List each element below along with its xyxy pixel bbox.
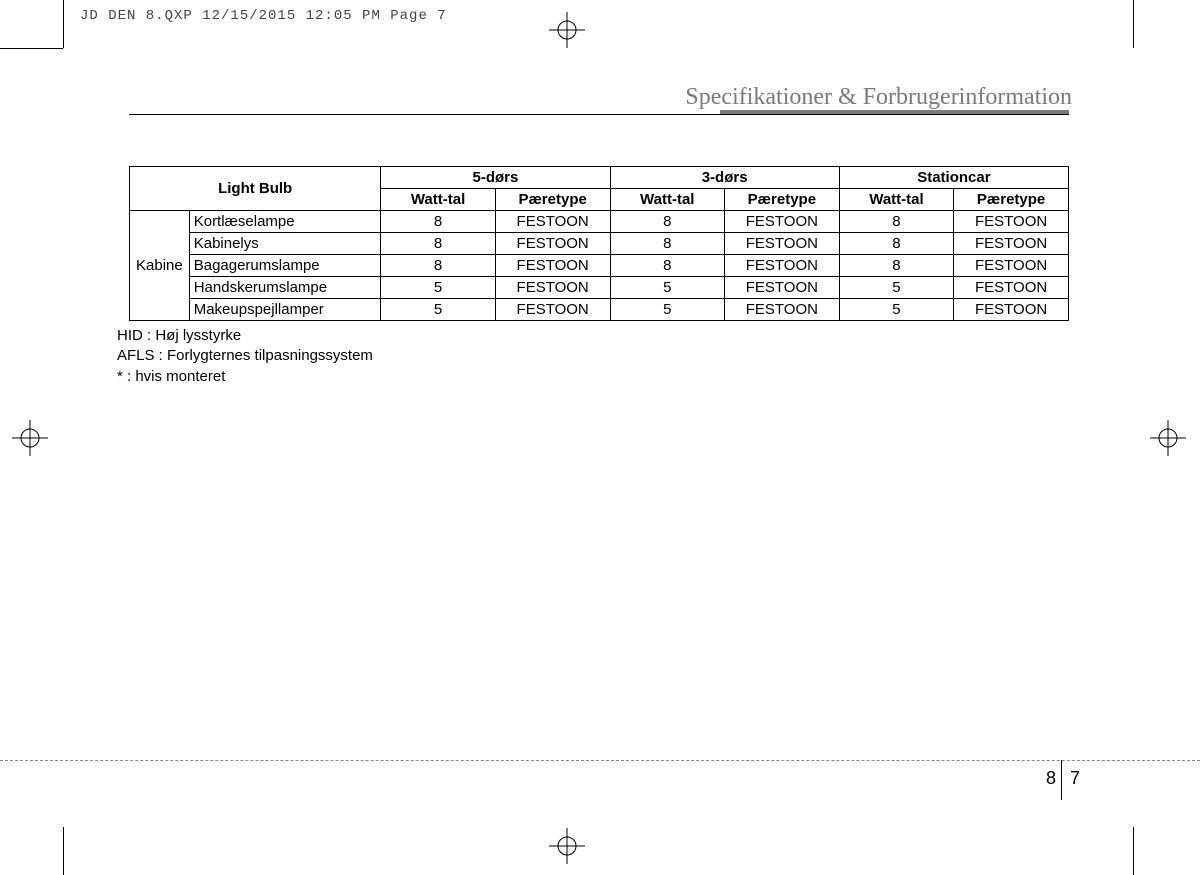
section-title: Specifikationer & Forbrugerinformation xyxy=(685,84,1072,111)
col-group-header: 5-dørs xyxy=(381,167,610,189)
row-label: Kabinelys xyxy=(189,233,381,255)
table-row: Makeupspejllamper 5 FESTOON 5 FESTOON 5 … xyxy=(130,299,1069,321)
crop-mark xyxy=(1133,827,1134,875)
cell: FESTOON xyxy=(724,233,839,255)
cell: 8 xyxy=(381,211,495,233)
row-label: Kortlæselampe xyxy=(189,211,381,233)
row-label: Handskerumslampe xyxy=(189,277,381,299)
row-group-label: Kabine xyxy=(130,211,190,321)
light-bulb-table: Light Bulb 5-dørs 3-dørs Stationcar Watt… xyxy=(129,166,1069,321)
cell: 8 xyxy=(381,233,495,255)
cell: 8 xyxy=(839,233,953,255)
registration-mark-icon xyxy=(12,420,48,456)
cell: 8 xyxy=(610,233,724,255)
cell: FESTOON xyxy=(495,255,610,277)
cell: 5 xyxy=(610,299,724,321)
print-slug: JD DEN 8.QXP 12/15/2015 12:05 PM Page 7 xyxy=(80,8,447,24)
footnote-line: HID : Høj lysstyrke xyxy=(117,326,373,346)
sub-header: Watt-tal xyxy=(610,189,724,211)
fold-line xyxy=(0,760,1200,761)
sub-header: Pæretype xyxy=(724,189,839,211)
cell: FESTOON xyxy=(724,255,839,277)
cell: 8 xyxy=(839,255,953,277)
table-row: Kabinelys 8 FESTOON 8 FESTOON 8 FESTOON xyxy=(130,233,1069,255)
cell: 8 xyxy=(381,255,495,277)
sub-header: Pæretype xyxy=(495,189,610,211)
cell: FESTOON xyxy=(724,299,839,321)
registration-mark-icon xyxy=(549,828,585,864)
cell: FESTOON xyxy=(954,211,1069,233)
cell: FESTOON xyxy=(495,299,610,321)
sub-header: Watt-tal xyxy=(381,189,495,211)
cell: FESTOON xyxy=(954,299,1069,321)
row-label: Bagagerumslampe xyxy=(189,255,381,277)
table-row: Kabine Kortlæselampe 8 FESTOON 8 FESTOON… xyxy=(130,211,1069,233)
col-group-header: Stationcar xyxy=(839,167,1068,189)
footnotes: HID : Høj lysstyrke AFLS : Forlygternes … xyxy=(117,326,373,387)
cell: 5 xyxy=(381,277,495,299)
cell: FESTOON xyxy=(724,277,839,299)
crop-mark xyxy=(0,48,63,49)
cell: 8 xyxy=(610,211,724,233)
sub-header: Pæretype xyxy=(954,189,1069,211)
crop-mark xyxy=(63,0,64,48)
registration-mark-icon xyxy=(1150,420,1186,456)
crop-mark xyxy=(1133,0,1134,48)
table-row: Bagagerumslampe 8 FESTOON 8 FESTOON 8 FE… xyxy=(130,255,1069,277)
row-label: Makeupspejllamper xyxy=(189,299,381,321)
cell: FESTOON xyxy=(495,233,610,255)
crop-mark xyxy=(63,827,64,875)
cell: FESTOON xyxy=(724,211,839,233)
cell: 5 xyxy=(839,277,953,299)
table-row: Handskerumslampe 5 FESTOON 5 FESTOON 5 F… xyxy=(130,277,1069,299)
page-number-section: 8 xyxy=(1046,768,1056,789)
fold-gutter xyxy=(1061,760,1062,800)
cell: 8 xyxy=(839,211,953,233)
footnote-line: AFLS : Forlygternes tilpasningssystem xyxy=(117,346,373,366)
title-rule-thin xyxy=(129,114,1069,115)
cell: 8 xyxy=(610,255,724,277)
registration-mark-icon xyxy=(549,12,585,48)
footnote-line: * : hvis monteret xyxy=(117,367,373,387)
cell: FESTOON xyxy=(495,211,610,233)
cell: FESTOON xyxy=(954,233,1069,255)
cell: 5 xyxy=(381,299,495,321)
cell: FESTOON xyxy=(954,255,1069,277)
table-corner-header: Light Bulb xyxy=(130,167,381,211)
cell: 5 xyxy=(610,277,724,299)
sub-header: Watt-tal xyxy=(839,189,953,211)
page-number-page: 7 xyxy=(1070,768,1080,789)
cell: 5 xyxy=(839,299,953,321)
cell: FESTOON xyxy=(495,277,610,299)
cell: FESTOON xyxy=(954,277,1069,299)
col-group-header: 3-dørs xyxy=(610,167,839,189)
